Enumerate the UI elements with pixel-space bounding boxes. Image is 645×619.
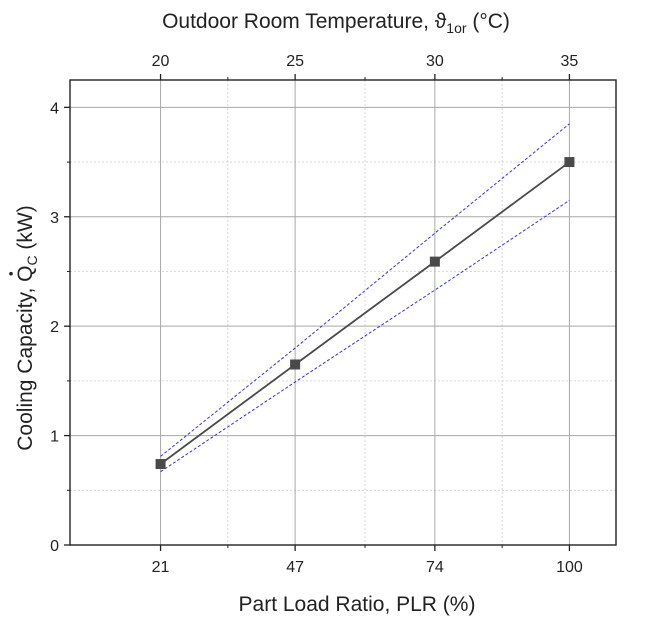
y-tick-label-2: 2 xyxy=(50,319,59,336)
x-tick-label-2: 74 xyxy=(426,559,444,576)
top-axis-title-symbol: ϑ xyxy=(435,10,447,33)
x-tick-label-0: 21 xyxy=(152,559,170,576)
band-upper-line xyxy=(160,123,570,457)
top-x-tick-label-1: 25 xyxy=(286,53,304,70)
y-tick-labels: 0 1 2 3 4 xyxy=(50,100,59,555)
data-point-1 xyxy=(290,359,301,370)
top-axis-title-subscript: 1or xyxy=(446,20,467,36)
y-axis-title-subscript: C xyxy=(24,255,40,265)
top-axis-title: Outdoor Room Temperature, ϑ1or (°C) xyxy=(162,10,510,36)
top-x-tick-label-3: 35 xyxy=(561,53,579,70)
top-axis-title-suffix: (°C) xyxy=(467,10,510,33)
y-axis-title-suffix: (kW) xyxy=(14,205,37,255)
y-tick-label-3: 3 xyxy=(50,210,59,227)
y-tick-label-1: 1 xyxy=(50,429,59,446)
top-x-tick-label-0: 20 xyxy=(152,53,170,70)
confidence-band xyxy=(160,123,570,473)
x-tick-labels: 21 47 74 100 xyxy=(152,559,583,576)
data-point-3 xyxy=(564,157,575,168)
data-point-2 xyxy=(429,256,440,267)
data-point-0 xyxy=(155,459,166,470)
top-axis-title-prefix: Outdoor Room Temperature, xyxy=(162,10,435,33)
top-x-tick-labels: 20 25 30 35 xyxy=(152,53,579,70)
major-gridlines xyxy=(70,80,616,545)
top-x-tick-label-2: 30 xyxy=(426,53,444,70)
x-tick-label-1: 47 xyxy=(286,559,304,576)
y-tick-label-4: 4 xyxy=(50,100,59,117)
ticks xyxy=(64,74,571,551)
x-tick-label-3: 100 xyxy=(556,559,583,576)
series-line-0 xyxy=(160,161,570,465)
q-dot-accent xyxy=(9,271,13,276)
y-axis-title: Cooling Capacity, QC (kW) xyxy=(14,205,40,451)
data-series xyxy=(155,157,575,470)
y-axis-title-prefix: Cooling Capacity, xyxy=(14,282,37,451)
y-tick-label-0: 0 xyxy=(50,538,59,555)
plot-frame xyxy=(69,79,617,546)
x-axis-title: Part Load Ratio, PLR (%) xyxy=(239,593,476,616)
minor-gridlines xyxy=(70,80,616,545)
band-lower-line xyxy=(160,199,570,473)
y-axis-title-symbol: Q xyxy=(14,266,37,282)
